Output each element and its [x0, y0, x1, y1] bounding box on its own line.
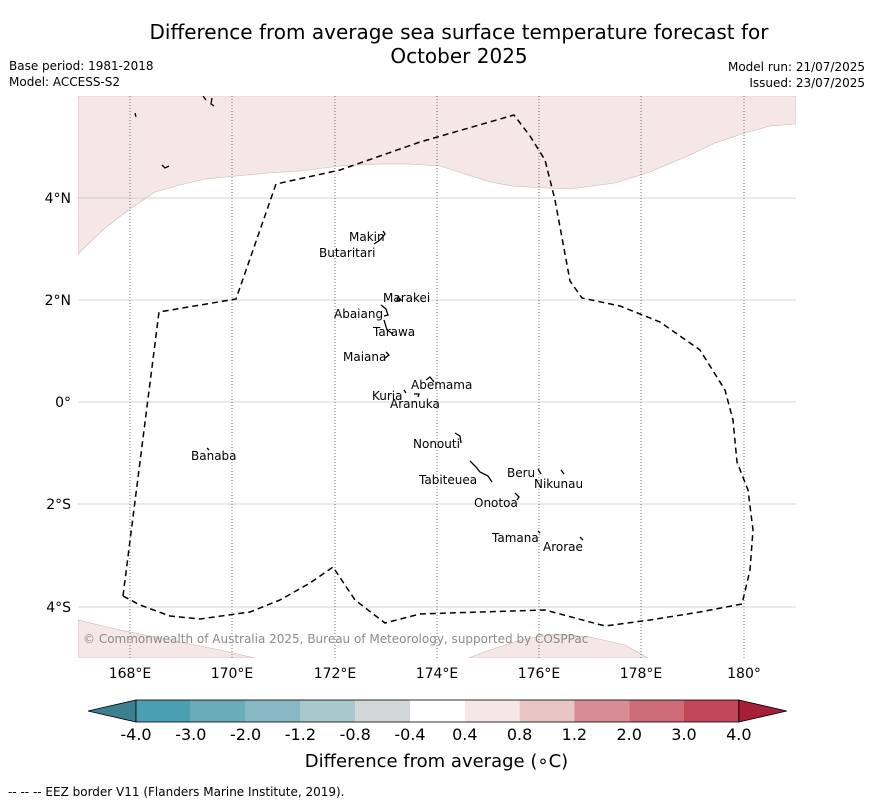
island-label: Aranuka: [390, 397, 440, 411]
atoll-abemama: [425, 376, 435, 383]
atoll-shapes: [134, 96, 584, 541]
eez-footnote: -- -- -- EEZ border V11 (Flanders Marine…: [8, 785, 345, 799]
anomaly-region-southwest: [78, 619, 256, 658]
lat-tick-label: 2°S: [46, 497, 71, 513]
colorbar-tick-label: 0.4: [452, 725, 478, 744]
copyright-notice: © Commonwealth of Australia 2025, Bureau…: [83, 632, 589, 646]
colorbar-frame: [135, 699, 740, 723]
island-label: Nikunau: [534, 477, 583, 491]
colorbar-segment: [519, 700, 575, 722]
colorbar-tick-label: 2.0: [616, 725, 642, 744]
island-label: Arorae: [543, 540, 583, 554]
atoll-abaiang: [380, 304, 389, 317]
atoll-north-2: [210, 97, 215, 107]
atoll-nikunau: [560, 469, 565, 475]
colorbar-segment: [574, 700, 630, 722]
colorbar-tick-label: -2.0: [229, 725, 262, 744]
colorbar-high-extension: [738, 699, 787, 723]
island-label: Makin: [349, 230, 385, 244]
lon-tick-label: 174°E: [416, 666, 459, 682]
colorbar-segment: [300, 700, 356, 722]
colorbar-segment: [629, 700, 684, 722]
island-label: Tarawa: [372, 325, 415, 339]
model-name: Model: ACCESS-S2: [9, 75, 121, 89]
island-label: Butaritari: [319, 246, 376, 260]
title-line-1: Difference from average sea surface temp…: [149, 20, 769, 44]
base-info: Base period: 1981-2018 Model: ACCESS-S2: [9, 58, 154, 90]
island-label: Tamana: [491, 531, 539, 545]
atoll-maiana: [384, 351, 390, 359]
gridlines: [78, 96, 796, 658]
lon-tick-label: 180°: [727, 666, 761, 682]
island-label: Abemama: [411, 378, 472, 392]
colorbar-segment: [355, 700, 410, 722]
atoll-nonouti: [454, 432, 462, 444]
colorbar-tick-label: 4.0: [726, 725, 752, 744]
atoll-tabiteuea: [469, 460, 493, 483]
colorbar-low-extension: [87, 699, 137, 723]
atoll-makin: [373, 230, 386, 245]
colorbar-tick-label: 3.0: [671, 725, 697, 744]
atoll-kuria: [403, 389, 407, 394]
lat-tick-label: 0°: [55, 395, 71, 411]
colorbar-segment: [190, 700, 246, 722]
colorbar: [87, 699, 787, 723]
atoll-arorae: [579, 536, 584, 541]
model-run: Model run: 21/07/2025: [727, 60, 865, 74]
lat-tick-label: 4°N: [45, 191, 71, 207]
colorbar-segment: [464, 700, 520, 722]
island-label: Kuria: [372, 389, 403, 403]
colorbar-tick-label: 0.8: [506, 725, 533, 744]
colorbar-segment: [410, 700, 465, 722]
island-label: Nonouti: [413, 437, 460, 451]
lon-tick-label: 178°E: [620, 666, 663, 682]
issued-date: Issued: 23/07/2025: [749, 76, 865, 90]
atoll-marakei: [396, 295, 403, 302]
colorbar-segment: [136, 700, 191, 722]
atoll-north-1: [202, 96, 207, 101]
lon-tick-label: 170°E: [211, 666, 254, 682]
island-label: Tabiteuea: [418, 473, 477, 487]
lon-tick-label: 176°E: [518, 666, 561, 682]
colorbar-segment: [684, 700, 739, 722]
lon-tick-label: 172°E: [314, 666, 357, 682]
map-title: Difference from average sea surface temp…: [100, 20, 818, 68]
colorbar-tick-label: -3.0: [175, 725, 207, 744]
colorbar-tick-label: -1.2: [284, 725, 316, 744]
atoll-aranuka: [414, 393, 420, 398]
island-label: Beru: [507, 466, 535, 480]
lon-tick-label: 168°E: [109, 666, 152, 682]
atoll-north-4: [161, 164, 170, 169]
lat-tick-label: 4°S: [46, 600, 71, 616]
eez-border: [122, 114, 754, 627]
atoll-banaba: [206, 447, 210, 451]
colorbar-tick-label: -0.8: [339, 725, 371, 744]
longitude-labels: 168°E 170°E 172°E 174°E 176°E 178°E 180°: [109, 666, 761, 682]
island-label: Banaba: [191, 449, 237, 463]
colorbar-title: Difference from average (∘C): [304, 751, 569, 772]
anomaly-region-southeast: [467, 633, 649, 658]
colorbar-tick-label: -0.4: [394, 725, 426, 744]
island-label: Onotoa: [474, 496, 518, 510]
latitude-labels: 4°N 2°N 0° 2°S 4°S: [45, 191, 72, 616]
atoll-north-3: [134, 112, 137, 118]
colorbar-tick-label: -4.0: [120, 725, 152, 744]
island-label: Marakei: [383, 291, 430, 305]
atoll-tamana: [537, 530, 541, 534]
base-period: Base period: 1981-2018: [9, 59, 154, 73]
run-info: Model run: 21/07/2025 Issued: 23/07/2025: [728, 59, 865, 91]
lat-tick-label: 2°N: [45, 293, 71, 309]
atoll-beru: [537, 468, 542, 475]
colorbar-segment: [245, 700, 301, 722]
atoll-tarawa: [383, 319, 394, 335]
island-label: Abaiang: [334, 307, 383, 321]
island-label: Maiana: [343, 350, 386, 364]
title-line-2: October 2025: [390, 44, 528, 68]
atoll-onotoa: [514, 492, 520, 501]
colorbar-tick-label: 1.2: [561, 725, 588, 744]
